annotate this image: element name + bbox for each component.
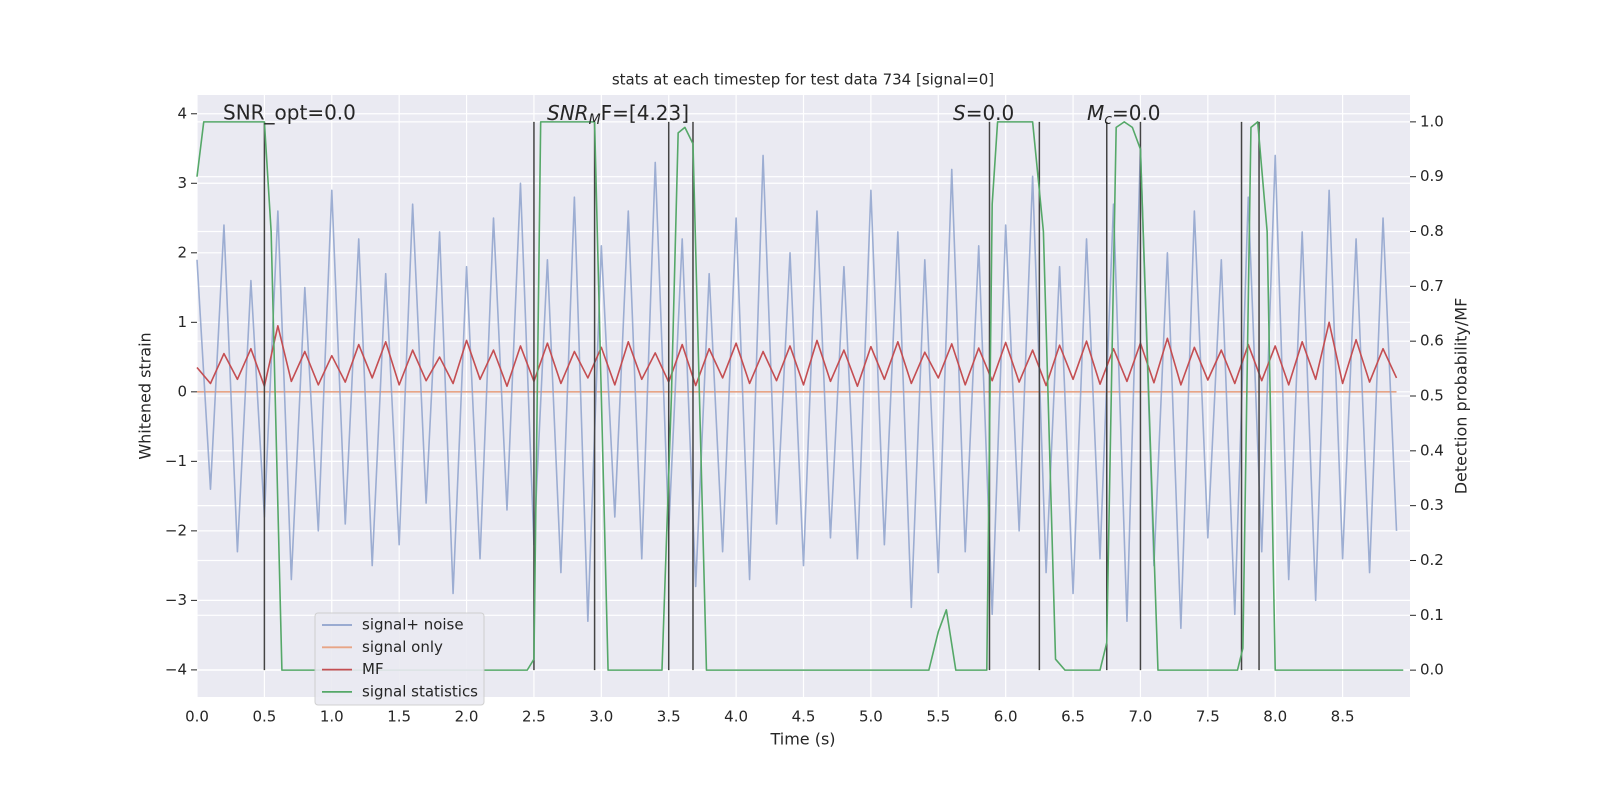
x-tick-label: 6.0 [994,708,1018,726]
y2-tick-label: 0.7 [1420,277,1444,295]
series-line [196,121,1404,671]
legend-box [314,612,485,706]
x-tick-label: 5.5 [926,708,950,726]
annotation-rest: F=[4.23] [601,101,689,125]
y2-tick-label: 0.4 [1420,441,1444,459]
x-tick-label: 7.5 [1196,708,1220,726]
annotation: S=0.0 [953,101,1014,125]
x-tick-label: 5.0 [859,708,883,726]
x-tick-label: 8.0 [1263,708,1287,726]
y2-tick-label: 0.3 [1420,496,1444,514]
y2-tick-label: 0.8 [1420,222,1444,240]
x-tick-label: 2.0 [455,708,479,726]
annotation-main: SNR [547,101,589,125]
x-tick-label: 6.5 [1061,708,1085,726]
annotation-rest: =0.0 [966,101,1015,125]
x-tick-label: 7.0 [1129,708,1153,726]
y-tick-label: −4 [165,660,187,678]
y2-tick-label: 0.0 [1420,661,1444,679]
y-tick-label: −1 [165,452,187,470]
legend-label: MF [362,660,384,678]
x-tick-label: 3.5 [657,708,681,726]
y-tick-label: 0 [177,382,187,400]
y2-axis-label: Detection probability/MF [1452,298,1471,495]
legend-label: signal+ noise [362,616,464,634]
y2-tick-label: 0.5 [1420,387,1444,405]
annotation-sub: M [589,112,601,128]
annotation-rest: =0.0 [1112,101,1161,125]
x-tick-label: 2.5 [522,708,546,726]
annotation: Mc=0.0 [1087,101,1161,129]
y-tick-label: 3 [177,174,187,192]
y2-tick-label: 0.9 [1420,167,1444,185]
y-tick-label: 1 [177,313,187,331]
legend: signal+ noise signal only MF signal statist… [314,612,485,706]
y-tick-label: 2 [177,243,187,261]
annotation-main: S [953,101,966,125]
x-axis-label: Time (s) [769,730,835,749]
y2-tick-label: 0.1 [1420,606,1444,624]
y2-tick-label: 0.2 [1420,551,1444,569]
annotation-sub: c [1104,112,1112,128]
annotation: SNR_opt=0.0 [223,101,356,125]
y2-tick-label: 1.0 [1420,112,1444,130]
chart-title: stats at each timestep for test data 734… [612,71,994,89]
x-tick-label: 4.0 [724,708,748,726]
annotation: SNRMF=[4.23] [547,101,689,129]
legend-label: signal only [362,638,443,656]
y-tick-label: 4 [177,104,187,122]
legend-label: signal statistics [362,682,478,700]
x-tick-label: 1.0 [320,708,344,726]
x-tick-label: 0.0 [185,708,209,726]
x-tick-label: 1.5 [387,708,411,726]
x-tick-label: 8.5 [1331,708,1355,726]
y-tick-label: −2 [165,521,187,539]
y2-tick-label: 0.6 [1420,332,1444,350]
annotation-main: M [1087,101,1104,125]
x-tick-label: 3.0 [589,708,613,726]
series-line [196,147,1398,629]
series-line [196,321,1398,388]
y-tick-label: −3 [165,591,187,609]
x-tick-label: 0.5 [252,708,276,726]
y-axis-label: Whitened strain [136,332,155,459]
x-tick-label: 4.5 [792,708,816,726]
